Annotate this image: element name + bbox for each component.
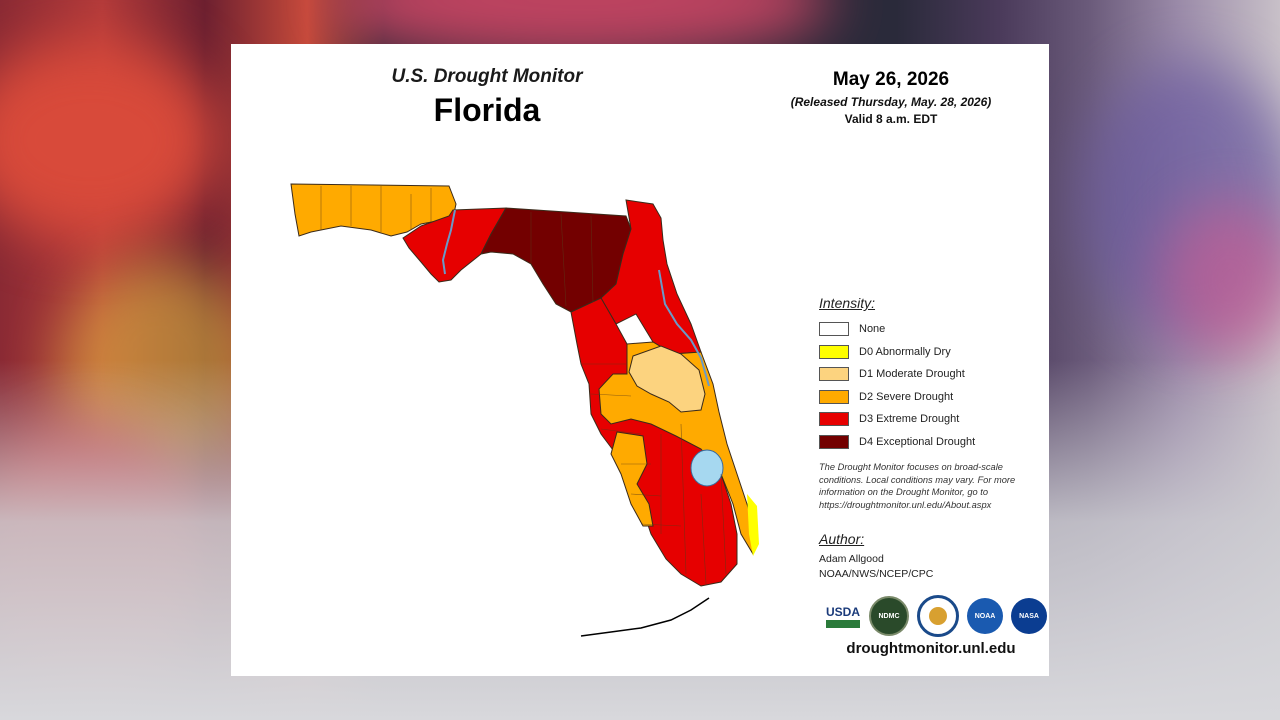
author-heading: Author:	[819, 531, 865, 547]
lake-okeechobee	[690, 449, 724, 487]
apalachicola-river	[441, 209, 456, 275]
legend-swatch	[819, 412, 849, 427]
drought-monitor-card: U.S. Drought Monitor Florida May 26, 202…	[231, 44, 1049, 676]
region-d2-west-panhandle	[290, 183, 457, 237]
nasa-logo: NASA	[1011, 598, 1047, 634]
legend-label: D3 Extreme Drought	[859, 413, 960, 426]
legend-item: D0 Abnormally Dry	[819, 341, 975, 364]
valid-time: Valid 8 a.m. EDT	[844, 112, 938, 126]
noaa-logo: NOAA	[967, 598, 1003, 634]
florida-drought-map	[290, 183, 759, 637]
county-lines	[320, 186, 727, 585]
region-d1-central	[628, 345, 706, 413]
doi-seal	[917, 595, 959, 637]
legend-label: D1 Moderate Drought	[859, 368, 965, 381]
legend-swatch	[819, 434, 849, 449]
legend-item: D4 Exceptional Drought	[819, 431, 975, 454]
legend-label: None	[859, 323, 886, 336]
drought-monitor-note: The Drought Monitor focuses on broad-sca…	[819, 462, 1016, 510]
background-blob	[1160, 200, 1280, 360]
legend-label: D4 Exceptional Drought	[859, 435, 976, 448]
background-blob	[0, 40, 220, 240]
map-date: May 26, 2026	[832, 69, 950, 90]
legend-swatch	[819, 344, 849, 359]
state-title: Florida	[433, 92, 541, 128]
author-name: Adam Allgood	[819, 553, 884, 565]
legend-label: D0 Abnormally Dry	[859, 345, 951, 358]
legend-item: None	[819, 318, 975, 341]
region-d2-southwest	[610, 431, 654, 527]
intensity-legend: None D0 Abnormally Dry D1 Moderate Droug…	[819, 318, 975, 453]
release-date: (Released Thursday, May. 28, 2026)	[790, 95, 992, 109]
legend-swatch	[819, 389, 849, 404]
usda-logo: USDA	[825, 601, 861, 631]
legend-swatch	[819, 322, 849, 337]
ndmc-logo: NDMC	[869, 596, 909, 636]
legend-item: D2 Severe Drought	[819, 386, 975, 409]
region-d2-central	[598, 341, 757, 556]
legend-item: D3 Extreme Drought	[819, 408, 975, 431]
website-url[interactable]: droughtmonitor.unl.edu	[846, 640, 1016, 657]
legend-swatch	[819, 367, 849, 382]
program-title: U.S. Drought Monitor	[391, 66, 583, 87]
legend-label: D2 Severe Drought	[859, 390, 954, 403]
legend-item: D1 Moderate Drought	[819, 363, 975, 386]
author-organization: NOAA/NWS/NCEP/CPC	[819, 568, 934, 580]
intensity-heading: Intensity:	[819, 295, 876, 311]
st-johns-river	[658, 269, 710, 387]
region-florida-keys	[580, 597, 710, 637]
region-d0-east-coast	[747, 494, 759, 556]
partner-logos: USDA NDMC NOAA NASA	[825, 595, 1047, 637]
